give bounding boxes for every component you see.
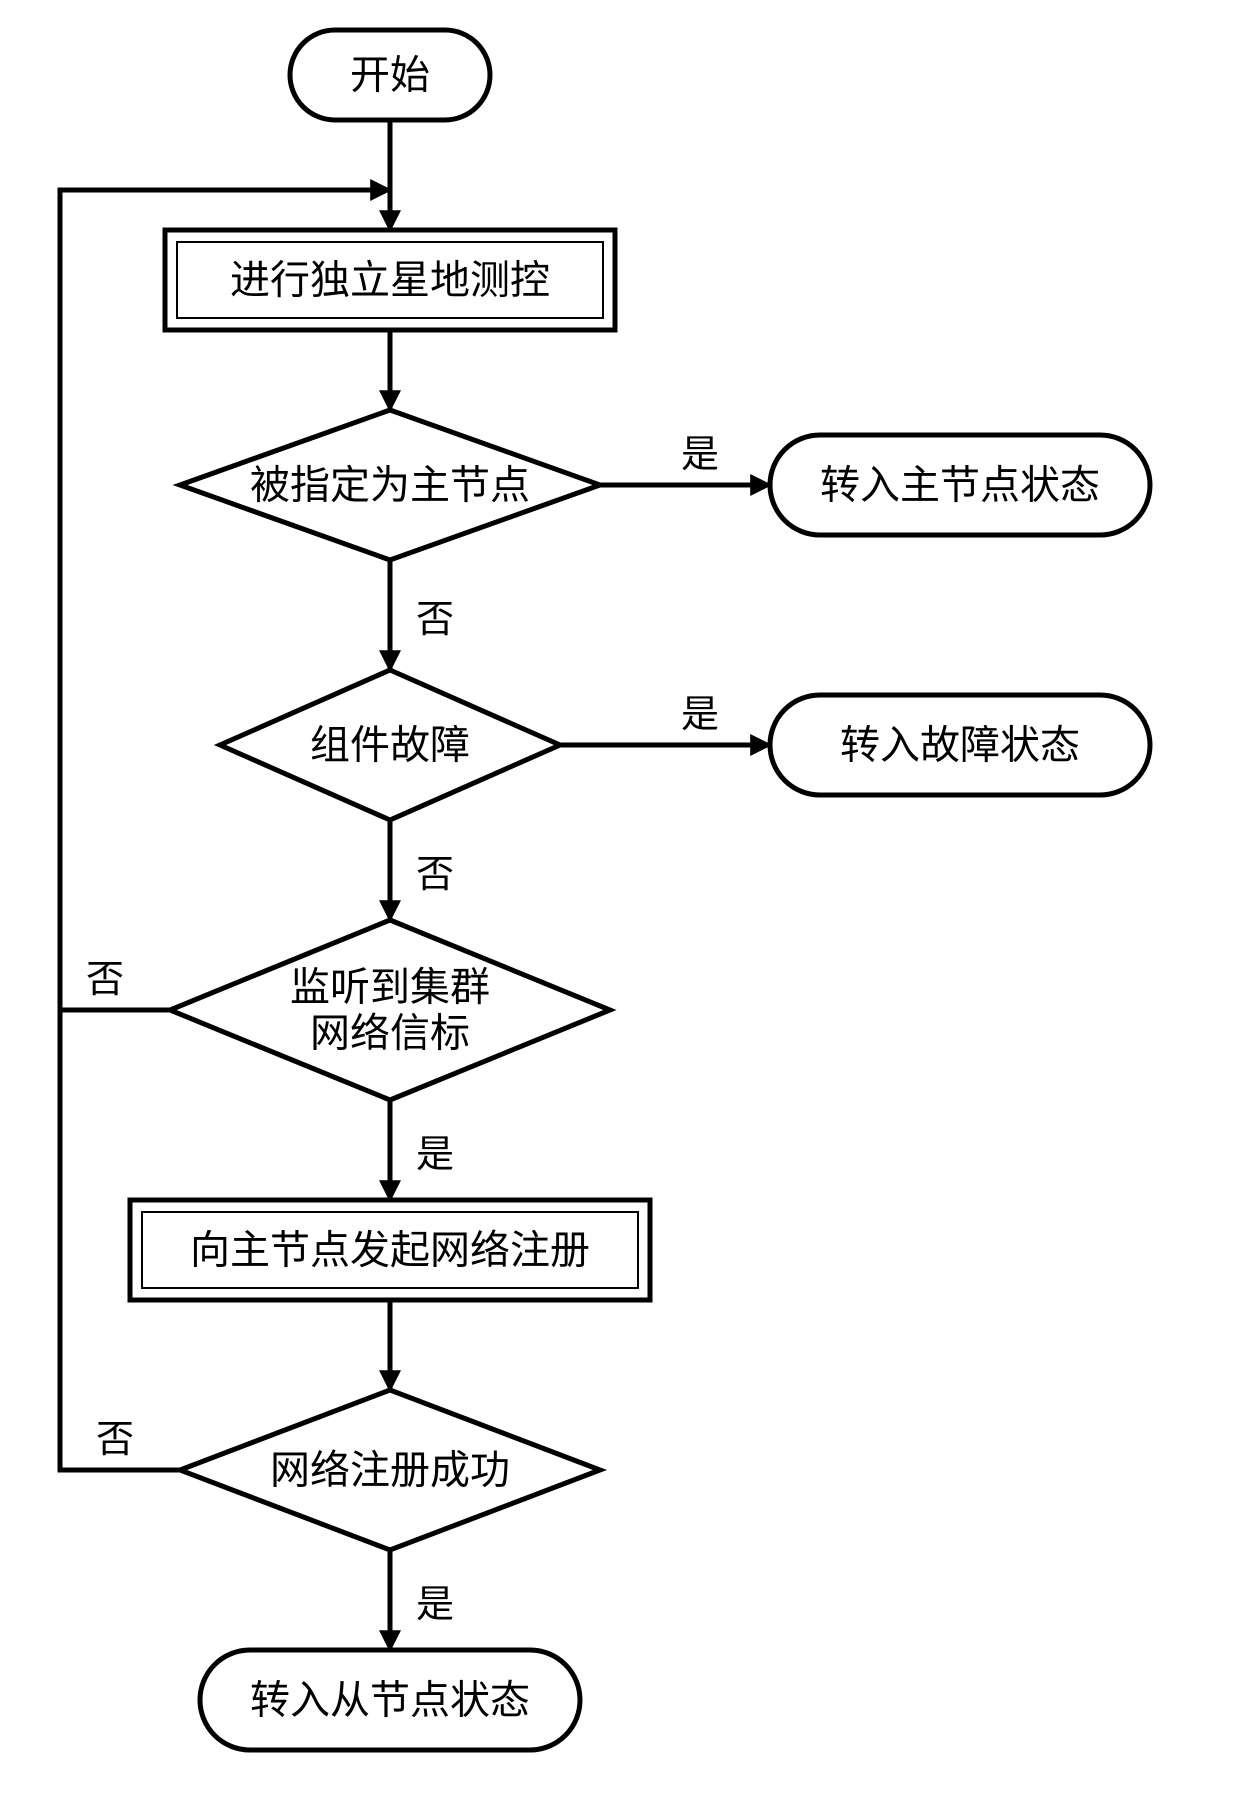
node-label: 转入主节点状态 (820, 463, 1100, 508)
node-proc1: 进行独立星地测控 (165, 230, 615, 330)
node-proc2: 向主节点发起网络注册 (130, 1200, 650, 1300)
node-end: 转入从节点状态 (200, 1650, 580, 1750)
nodes-group: 开始进行独立星地测控被指定为主节点转入主节点状态组件故障转入故障状态监听到集群网… (130, 30, 1150, 1750)
node-dec1: 被指定为主节点 (180, 410, 600, 560)
edge-label: 否 (96, 1419, 134, 1461)
node-start: 开始 (290, 30, 490, 120)
node-dec3: 监听到集群网络信标 (170, 920, 610, 1100)
edge-label: 否 (86, 959, 124, 1001)
node-label: 向主节点发起网络注册 (190, 1228, 590, 1273)
node-label: 组件故障 (310, 723, 470, 768)
node-label: 进行独立星地测控 (230, 258, 550, 303)
edge-label: 是 (416, 1584, 454, 1626)
node-dec4: 网络注册成功 (180, 1390, 600, 1550)
edge-label: 是 (681, 694, 719, 736)
edge-label: 否 (416, 599, 454, 641)
node-term1: 转入主节点状态 (770, 435, 1150, 535)
edge-label: 是 (681, 434, 719, 476)
node-term2: 转入故障状态 (770, 695, 1150, 795)
node-label: 监听到集群 (290, 965, 490, 1010)
node-label: 网络信标 (310, 1011, 470, 1056)
node-label: 开始 (350, 53, 430, 98)
node-label: 转入故障状态 (840, 723, 1080, 768)
node-dec2: 组件故障 (220, 670, 560, 820)
node-label: 转入从节点状态 (250, 1678, 530, 1723)
node-label: 被指定为主节点 (250, 463, 530, 508)
edge-label: 否 (416, 854, 454, 896)
flowchart-svg: 是否是否否是否是开始进行独立星地测控被指定为主节点转入主节点状态组件故障转入故障… (0, 0, 1240, 1808)
node-label: 网络注册成功 (270, 1448, 510, 1493)
edge-label: 是 (416, 1134, 454, 1176)
